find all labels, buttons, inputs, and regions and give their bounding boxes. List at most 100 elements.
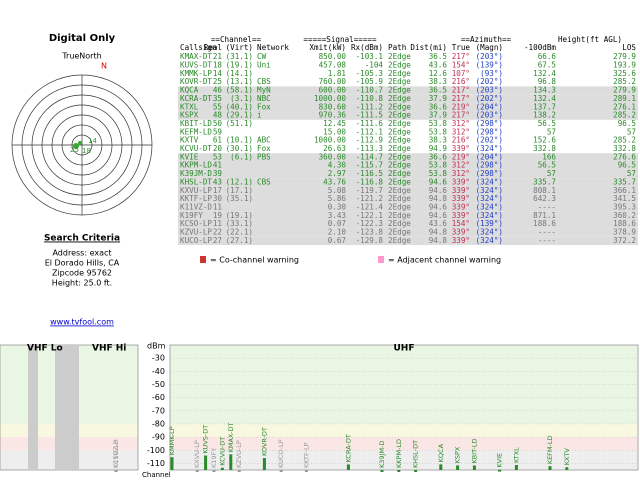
cell: 53.8 xyxy=(429,119,448,128)
cell: -112.1 xyxy=(356,127,384,136)
cell: 21 xyxy=(213,52,223,61)
cell: (40.1) xyxy=(226,102,253,111)
station-label: KTXL xyxy=(512,447,520,463)
station-label: KMMK-LP xyxy=(168,426,176,455)
cell: KQCA xyxy=(180,86,199,95)
cell: (51.1) xyxy=(226,119,253,128)
cell: 217° xyxy=(452,111,470,120)
cell: 25 xyxy=(213,77,222,86)
cell: 2.97 xyxy=(328,169,346,178)
cell: -104 xyxy=(365,61,384,70)
y-tick-label: -80 xyxy=(152,419,165,428)
cell: CBS xyxy=(257,177,271,186)
cell: (33.1) xyxy=(226,219,253,228)
cell: 2Edge xyxy=(388,69,411,78)
cell: 217° xyxy=(452,86,470,95)
cell: (324°) xyxy=(476,211,503,220)
cell: 188.6 xyxy=(613,219,636,228)
cell: 56.5 xyxy=(538,119,556,128)
signal-bar xyxy=(237,470,241,472)
cell: 312° xyxy=(452,169,470,178)
adj-icon xyxy=(378,256,384,263)
cell: -111.5 xyxy=(356,111,383,120)
cell: 339° xyxy=(452,211,470,220)
cell: 96.8 xyxy=(538,77,557,86)
cell: (324°) xyxy=(476,236,503,245)
cell: -113.3 xyxy=(356,144,383,153)
link[interactable]: www.tvfool.com xyxy=(50,318,114,327)
legend-co: = Co-channel warning xyxy=(210,256,299,265)
cell: KTXL xyxy=(180,102,199,111)
cell: 457.08 xyxy=(319,61,347,70)
cell: 276.1 xyxy=(613,102,636,111)
cell: 2Edge xyxy=(388,102,411,111)
cell: 43.6 xyxy=(429,219,448,228)
cell: 312° xyxy=(452,119,470,128)
unit: dBm xyxy=(147,342,166,351)
cell: -103.1 xyxy=(356,52,384,61)
cell: KXVU-LP xyxy=(180,186,212,195)
signal-bar xyxy=(456,465,460,470)
y-tick-label: -40 xyxy=(152,367,165,376)
signal-bar xyxy=(212,470,216,472)
cell: -110.7 xyxy=(356,86,383,95)
cell: Fox xyxy=(257,102,271,111)
cell: 339° xyxy=(452,202,470,211)
signal-bar xyxy=(414,470,418,472)
cell: 67.5 xyxy=(538,61,556,70)
cell: K19FY xyxy=(180,211,203,220)
y-tick-label: -50 xyxy=(152,380,165,389)
cell: 36.6 xyxy=(429,152,448,161)
cell: 94.8 xyxy=(429,236,448,245)
cell: (10.1) xyxy=(226,136,253,145)
cell: 332.8 xyxy=(533,144,556,153)
cell: 5.86 xyxy=(328,194,347,203)
cell: 339° xyxy=(452,194,470,203)
cell: -114.7 xyxy=(356,152,383,161)
co-icon xyxy=(200,256,206,263)
station-label: K39JM-D xyxy=(378,441,386,468)
cell: -123.8 xyxy=(356,228,384,237)
cell: 2Edge xyxy=(388,177,411,186)
cell: KUVS-DT xyxy=(180,61,212,70)
cell: -105.3 xyxy=(356,69,383,78)
cell: -111.6 xyxy=(356,119,384,128)
cell: 26.63 xyxy=(323,144,346,153)
cell: -129.8 xyxy=(356,236,384,245)
signal-bar xyxy=(472,465,476,470)
criteria: Zipcode 95762 xyxy=(52,269,112,278)
cell: (298°) xyxy=(476,169,503,178)
y-tick-label: -110 xyxy=(147,459,165,468)
cell: 2Edge xyxy=(388,61,411,70)
cell: 96.5 xyxy=(618,161,636,170)
cell: 217° xyxy=(452,94,470,103)
cell: 94.6 xyxy=(429,211,448,220)
row-band xyxy=(178,103,638,112)
polar-plot xyxy=(11,74,153,216)
cell: 36.5 xyxy=(429,52,447,61)
gap xyxy=(28,345,38,470)
cell: KEFM-LD xyxy=(180,127,212,136)
cell: 217° xyxy=(452,52,470,61)
cell: 2Edge xyxy=(388,186,411,195)
cell: 57 xyxy=(627,169,636,178)
cell: -122.3 xyxy=(356,219,383,228)
row-band xyxy=(178,186,638,195)
cell: 339° xyxy=(452,236,470,245)
cell: KZVU-LP xyxy=(180,228,212,237)
north-marker: N xyxy=(101,62,107,71)
cell: (324°) xyxy=(476,186,503,195)
cell: 59 xyxy=(213,127,223,136)
cell: 19 xyxy=(213,211,223,220)
column-header: Real xyxy=(204,43,222,52)
cell: 1.81 xyxy=(328,69,347,78)
column-header: Dist(mi) xyxy=(410,43,447,52)
signal-bar xyxy=(439,464,443,470)
cell: 27 xyxy=(213,236,222,245)
cell: 166 xyxy=(542,152,556,161)
column-header: (Magn) xyxy=(476,43,503,52)
cell: 2Edge xyxy=(388,194,411,203)
column-header: Path xyxy=(388,43,406,52)
signal-bar xyxy=(397,470,401,472)
cell: KUCO-LP xyxy=(180,236,212,245)
